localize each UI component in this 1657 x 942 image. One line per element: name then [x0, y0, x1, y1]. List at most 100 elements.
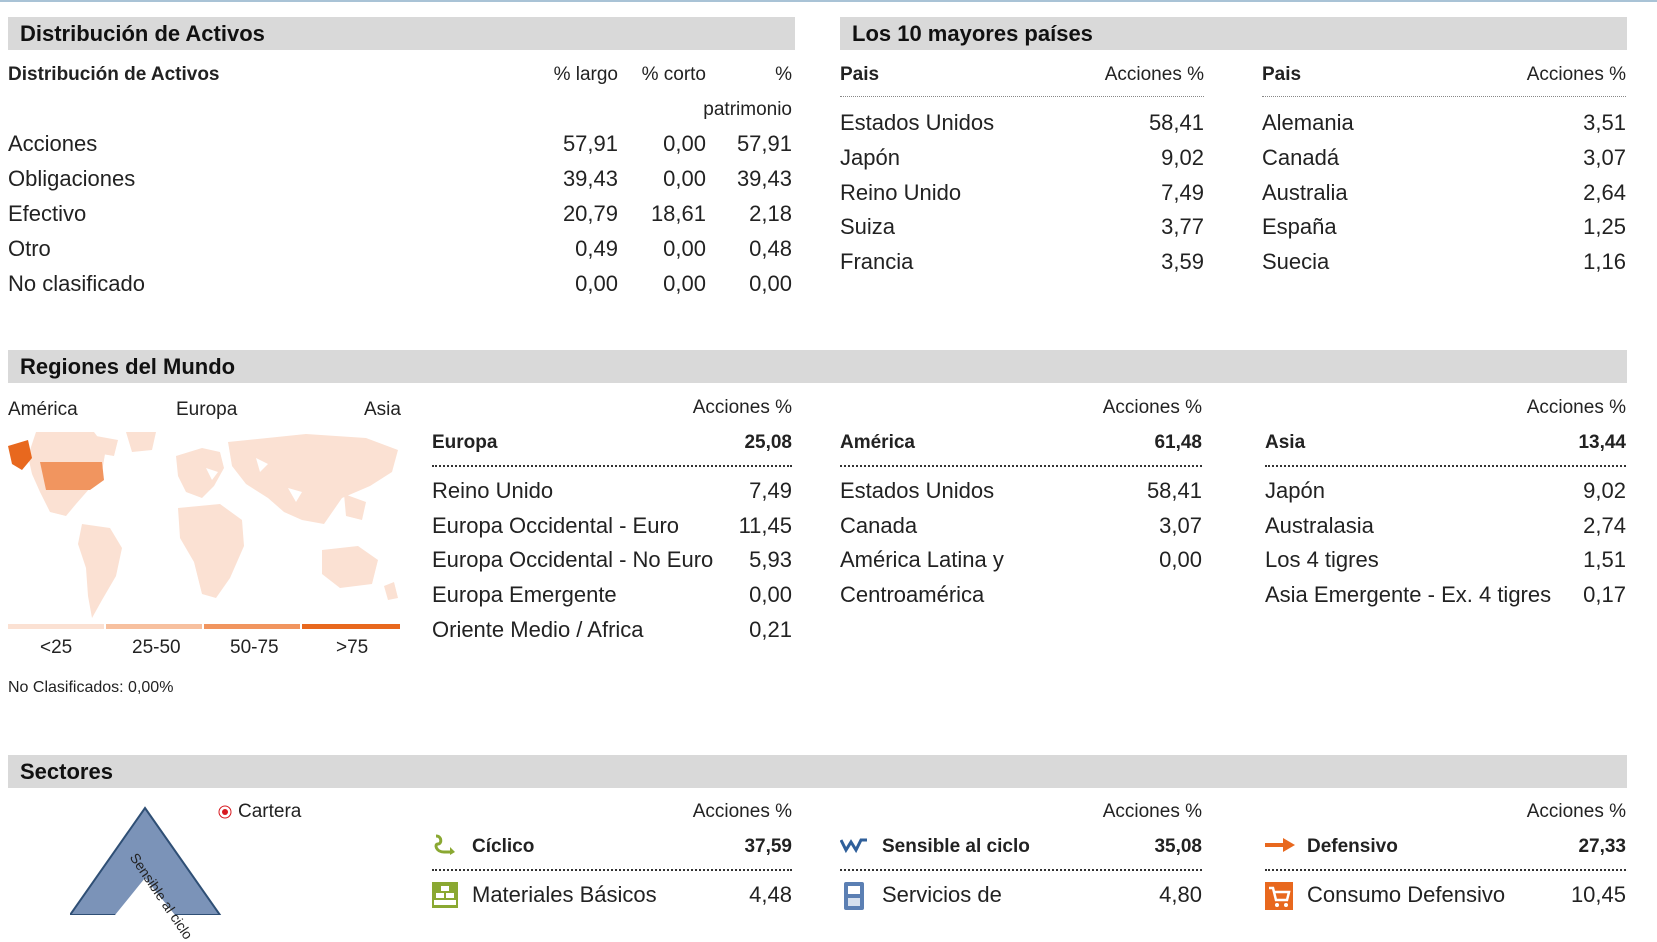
world-map-highlight	[40, 462, 104, 490]
region-total: 13,44	[1578, 432, 1626, 453]
country-value: 9,02	[1161, 145, 1204, 170]
sector-triangle-shape	[70, 806, 222, 915]
region-item-value: 0,00	[749, 582, 792, 607]
region-name: América	[840, 432, 915, 453]
map-label-america: América	[8, 399, 78, 420]
region-total: 25,08	[744, 432, 792, 453]
region-item-value: 11,45	[738, 513, 792, 538]
country-name: Suecia	[1262, 249, 1330, 274]
unclassified-note: No Clasificados: 0,00%	[8, 679, 174, 696]
asset-row-label: Otro	[8, 236, 51, 261]
region-col-pct: Acciones %	[1526, 397, 1626, 418]
asset-row-net: 0,48	[749, 236, 792, 261]
countries-col-pct-left: Acciones %	[1104, 64, 1204, 85]
sector-item-name: Servicios de	[882, 882, 1002, 907]
asset-row-long: 39,43	[562, 166, 618, 191]
map-label-asia: Asia	[364, 399, 401, 420]
asset-section-header: Distribución de Activos	[8, 17, 795, 50]
sector-item-name: Consumo Defensivo	[1307, 882, 1506, 907]
region-name: Asia	[1265, 432, 1306, 453]
asset-row-net: 2,18	[749, 201, 792, 226]
region-item-name: Asia Emergente - Ex. 4 tigres	[1265, 582, 1552, 607]
region-item-name: Reino Unido	[432, 478, 554, 503]
asset-row-short: 0,00	[663, 166, 706, 191]
cyclical-icon	[434, 834, 455, 855]
asset-row-net: 57,91	[736, 131, 792, 156]
legend-label-2: 25-50	[132, 637, 181, 658]
asset-row-label: Acciones	[8, 131, 98, 156]
region-item-name: Centroamérica	[840, 582, 985, 607]
portfolio-dot-icon	[218, 805, 232, 819]
region-col-pct: Acciones %	[1102, 397, 1202, 418]
asset-col-short: % corto	[641, 64, 706, 85]
sector-name: Sensible al ciclo	[882, 836, 1030, 857]
countries-divider-left	[840, 96, 1204, 97]
region-item-value: 0,17	[1583, 582, 1626, 607]
region-divider	[432, 465, 792, 467]
region-item-name: Europa Occidental - Euro	[432, 513, 680, 538]
legend-swatch-4	[302, 624, 400, 629]
country-value: 58,41	[1148, 110, 1204, 135]
countries-col-country-left: Pais	[840, 64, 880, 85]
asset-row-long: 57,91	[562, 131, 618, 156]
country-name: Japón	[840, 145, 900, 170]
sector-item-value: 4,80	[1159, 882, 1202, 907]
asset-row-label: Obligaciones	[8, 166, 136, 191]
region-item-name: Europa Emergente	[432, 582, 617, 607]
sector-col-pct: Acciones %	[1102, 801, 1202, 822]
sectors-section-header: Sectores	[8, 755, 1627, 788]
country-name: Suiza	[840, 214, 896, 239]
sector-col-pct: Acciones %	[1526, 801, 1626, 822]
sector-item-value: 4,48	[749, 882, 792, 907]
asset-col-pct-2: patrimonio	[703, 99, 792, 120]
asset-row-short: 0,00	[663, 271, 706, 296]
sector-divider	[840, 869, 1202, 871]
sensitive-icon	[840, 838, 867, 854]
sector-total: 35,08	[1154, 836, 1202, 857]
region-item-name: Oriente Medio / Africa	[432, 617, 644, 642]
portfolio-legend-label: Cartera	[238, 801, 302, 822]
region-divider	[840, 465, 1202, 467]
region-item-name: Europa Occidental - No Euro	[432, 547, 714, 572]
countries-col-country-right: Pais	[1262, 64, 1302, 85]
world-map	[8, 432, 398, 618]
region-item-value: 1,51	[1583, 547, 1626, 572]
region-item-value: 7,49	[749, 478, 792, 503]
countries-col-pct-right: Acciones %	[1526, 64, 1626, 85]
countries-divider-right	[1262, 96, 1626, 97]
country-name: Alemania	[1262, 110, 1354, 135]
region-item-value: 9,02	[1583, 478, 1626, 503]
region-total: 61,48	[1154, 432, 1202, 453]
region-item-name: Japón	[1265, 478, 1325, 503]
top-rule	[0, 0, 1657, 2]
country-name: Canadá	[1262, 145, 1340, 170]
country-value: 2,64	[1583, 180, 1626, 205]
asset-row-long: 0,49	[575, 236, 618, 261]
region-item-value: 58,41	[1146, 478, 1202, 503]
country-value: 7,49	[1161, 180, 1204, 205]
country-name: Reino Unido	[840, 180, 962, 205]
sector-total: 27,33	[1578, 836, 1626, 857]
asset-row-label: Efectivo	[8, 201, 87, 226]
legend-swatch-3	[204, 624, 300, 629]
sector-item-value: 10,45	[1570, 882, 1626, 907]
sector-total: 37,59	[744, 836, 792, 857]
region-item-value: 0,21	[749, 617, 792, 642]
consumer-defensive-icon	[1265, 882, 1293, 910]
world-map-top	[8, 440, 32, 470]
sector-triangle-inner	[115, 878, 175, 915]
region-name: Europa	[432, 432, 498, 453]
sector-divider	[1265, 869, 1626, 871]
region-divider	[1265, 465, 1626, 467]
basic-materials-icon	[432, 882, 458, 908]
communication-services-icon	[844, 882, 864, 910]
country-value: 3,07	[1583, 145, 1626, 170]
asset-row-short: 18,61	[650, 201, 706, 226]
asset-row-net: 39,43	[736, 166, 792, 191]
sector-item-name: Materiales Básicos	[472, 882, 657, 907]
legend-label-4: >75	[336, 637, 369, 658]
legend-swatch-1	[8, 624, 104, 629]
sector-name: Defensivo	[1307, 836, 1398, 857]
sector-divider	[432, 869, 792, 871]
country-name: Estados Unidos	[840, 110, 995, 135]
